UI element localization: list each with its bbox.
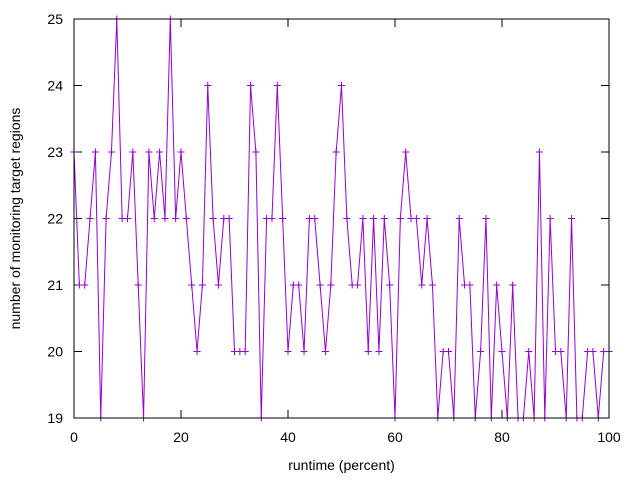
data-point-marker <box>273 82 281 89</box>
x-tick-label: 40 <box>280 429 296 445</box>
data-point-marker <box>482 215 490 222</box>
data-point-marker <box>327 281 335 289</box>
y-tick-label: 24 <box>47 78 63 94</box>
x-axis-title: runtime (percent) <box>288 457 395 473</box>
data-point-marker <box>535 148 543 156</box>
data-point-marker <box>182 215 190 222</box>
data-point-marker <box>193 348 201 355</box>
x-tick-label: 80 <box>494 429 510 445</box>
data-point-marker <box>268 215 276 222</box>
data-point-marker <box>354 281 362 289</box>
data-point-marker <box>509 281 517 289</box>
y-tick-label: 19 <box>47 410 63 426</box>
data-point-marker <box>295 281 303 289</box>
x-tick-label: 100 <box>597 429 621 445</box>
data-point-marker <box>156 148 164 156</box>
x-tick-labels: 0 20 40 60 80 100 <box>70 429 621 445</box>
data-point-marker <box>311 215 319 222</box>
data-point-marker <box>568 215 576 222</box>
data-point-marker <box>177 148 185 156</box>
data-point-marker <box>91 148 99 156</box>
data-point-marker <box>428 281 436 289</box>
y-tick-label: 21 <box>47 277 63 293</box>
data-point-marker <box>412 215 420 222</box>
data-point-marker <box>252 148 260 156</box>
data-point-marker <box>466 281 474 289</box>
data-point-marker <box>380 215 388 222</box>
data-point-marker <box>343 215 351 222</box>
data-point-marker <box>209 215 217 222</box>
data-point-marker <box>300 348 308 355</box>
data-point-marker <box>145 148 153 156</box>
data-point-marker <box>81 281 89 289</box>
data-point-marker <box>364 348 372 355</box>
data-point-marker <box>198 281 206 289</box>
data-point-marker <box>204 82 212 89</box>
data-point-marker <box>396 215 404 222</box>
data-point-marker <box>386 281 394 289</box>
data-point-marker <box>214 281 222 289</box>
data-point-marker <box>188 281 196 289</box>
x-tick-label: 0 <box>70 429 78 445</box>
y-tick-label: 23 <box>47 144 63 160</box>
data-point-marker <box>247 82 255 89</box>
data-point-marker <box>102 215 110 222</box>
data-point-marker <box>445 348 452 355</box>
data-point-marker <box>477 348 485 355</box>
data-point-marker <box>134 281 142 289</box>
data-point-marker <box>172 215 180 222</box>
data-point-marker <box>375 348 383 355</box>
data-point-marker <box>332 148 340 156</box>
data-point-marker <box>493 281 501 289</box>
data-point-marker <box>284 348 292 355</box>
data-point-marker <box>498 348 506 355</box>
data-point-marker <box>402 148 410 156</box>
y-axis-title: number of monitoring target regions <box>7 108 23 330</box>
y-tick-label: 25 <box>47 11 63 27</box>
plot-frame <box>73 18 610 419</box>
data-point-marker <box>150 215 158 222</box>
data-point-marker <box>338 82 345 89</box>
data-point-marker <box>557 348 565 355</box>
x-tick-label: 20 <box>173 429 189 445</box>
data-point-marker <box>546 215 554 222</box>
data-point-marker <box>279 215 287 222</box>
x-tick-label: 60 <box>387 429 403 445</box>
data-point-marker <box>418 281 426 289</box>
data-point-marker <box>225 215 233 222</box>
y-tick-labels: 19 20 21 22 23 24 25 <box>47 11 63 426</box>
y-tick-label: 20 <box>47 344 63 360</box>
series-markers <box>70 15 613 422</box>
data-point-marker <box>455 215 463 222</box>
data-point-marker <box>525 348 533 355</box>
data-point-marker <box>423 215 431 222</box>
data-point-marker <box>107 148 115 156</box>
data-point-marker <box>241 348 249 355</box>
data-point-marker <box>359 215 367 222</box>
data-point-marker <box>86 215 94 222</box>
data-point-marker <box>129 148 137 156</box>
data-point-marker <box>589 348 597 355</box>
data-point-marker <box>161 215 169 222</box>
data-point-marker <box>321 348 329 355</box>
data-point-marker <box>316 281 324 289</box>
y-tick-label: 22 <box>47 211 63 227</box>
data-point-marker <box>370 215 378 222</box>
data-point-marker <box>124 215 131 222</box>
